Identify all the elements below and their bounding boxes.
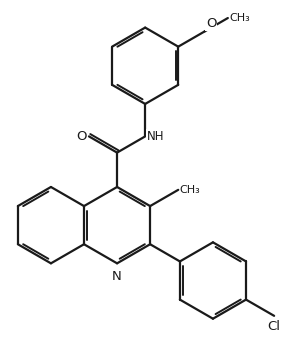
- Text: CH₃: CH₃: [180, 185, 201, 195]
- Text: O: O: [76, 130, 86, 143]
- Text: Cl: Cl: [268, 320, 281, 333]
- Text: NH: NH: [147, 130, 165, 143]
- Text: O: O: [206, 17, 216, 30]
- Text: CH₃: CH₃: [229, 13, 250, 23]
- Text: N: N: [112, 270, 122, 283]
